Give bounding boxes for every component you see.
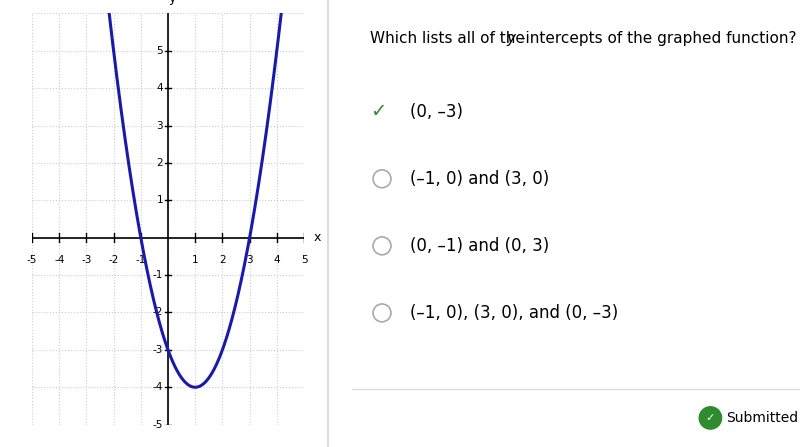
Text: 3: 3 — [246, 254, 253, 265]
Circle shape — [699, 407, 722, 429]
Text: 2: 2 — [157, 158, 163, 168]
Text: (–1, 0) and (3, 0): (–1, 0) and (3, 0) — [410, 170, 550, 188]
Text: -3: -3 — [82, 254, 91, 265]
Text: -5: -5 — [27, 254, 37, 265]
Text: (–1, 0), (3, 0), and (0, –3): (–1, 0), (3, 0), and (0, –3) — [410, 304, 618, 322]
Text: (0, –3): (0, –3) — [410, 103, 463, 121]
Text: 5: 5 — [157, 46, 163, 56]
Text: (0, –1) and (0, 3): (0, –1) and (0, 3) — [410, 237, 550, 255]
Text: ✓: ✓ — [706, 413, 715, 423]
Text: -3: -3 — [153, 345, 163, 355]
Text: -intercepts of the graphed function?: -intercepts of the graphed function? — [520, 31, 797, 46]
Text: x: x — [314, 231, 322, 244]
Text: y: y — [506, 31, 515, 46]
Text: 5: 5 — [301, 254, 307, 265]
Text: 4: 4 — [157, 83, 163, 93]
Text: -5: -5 — [153, 420, 163, 430]
Text: ✓: ✓ — [370, 102, 386, 121]
Text: -4: -4 — [153, 382, 163, 392]
Text: -1: -1 — [136, 254, 146, 265]
Text: -2: -2 — [153, 308, 163, 317]
Text: 2: 2 — [219, 254, 226, 265]
Text: 1: 1 — [157, 195, 163, 205]
Text: 3: 3 — [157, 121, 163, 131]
Text: 4: 4 — [274, 254, 280, 265]
Text: Submitted: Submitted — [726, 411, 798, 425]
Text: Which lists all of the: Which lists all of the — [370, 31, 530, 46]
Text: -4: -4 — [54, 254, 64, 265]
Text: 1: 1 — [192, 254, 198, 265]
Text: y: y — [168, 0, 176, 5]
Text: -2: -2 — [109, 254, 118, 265]
Text: -1: -1 — [153, 270, 163, 280]
